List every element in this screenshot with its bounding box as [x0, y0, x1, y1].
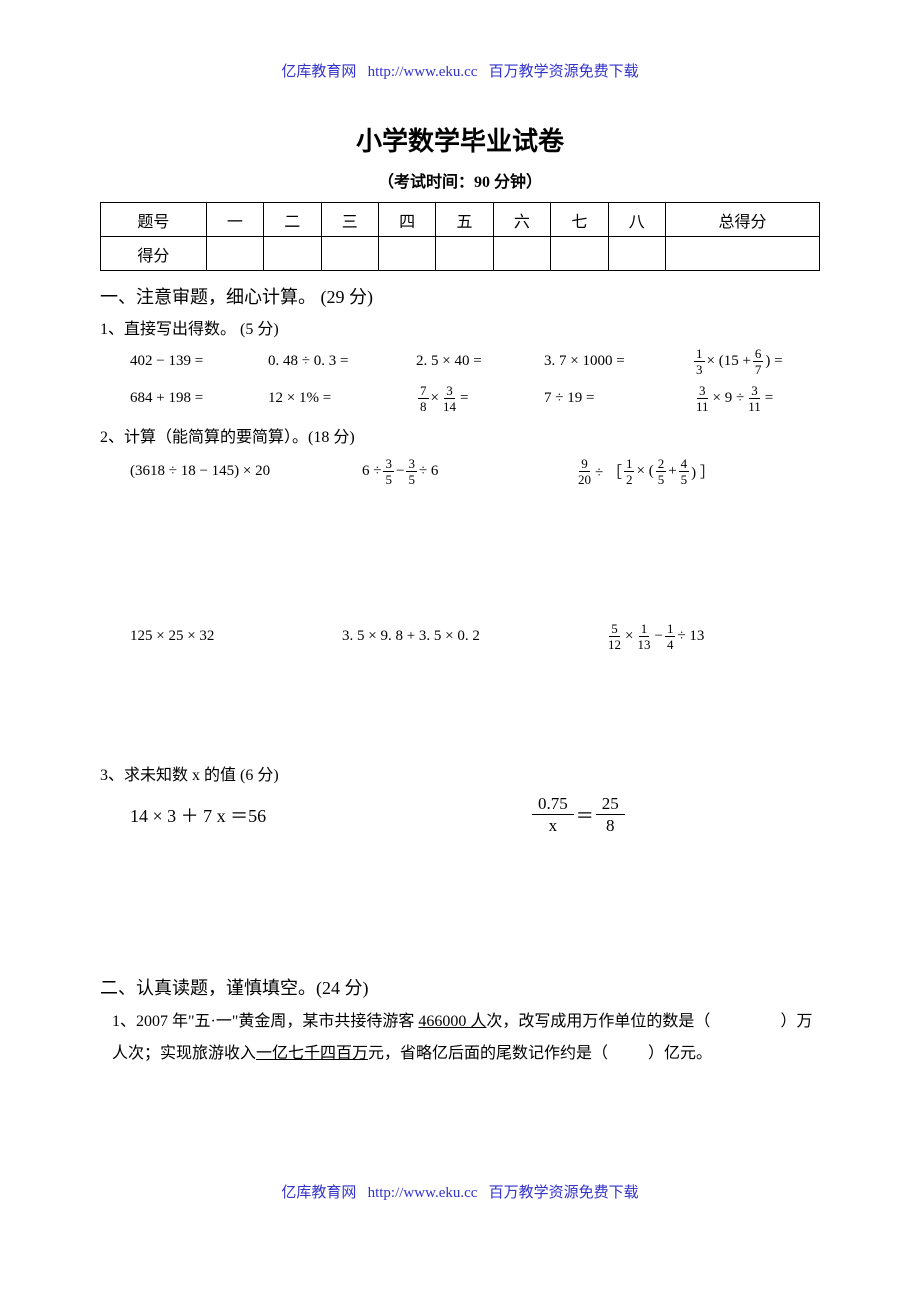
q3-prompt: 3、求未知数 x 的值 (6 分)	[100, 761, 820, 785]
q1-row2: 684 + 198 = 12 × 1% = 78 × 314 = 7 ÷ 19 …	[100, 380, 820, 417]
section2-heading: 二、认真读题，谨慎填空。(24 分)	[100, 974, 820, 1000]
fraction: 67	[753, 347, 764, 376]
fraction: 12	[624, 457, 635, 486]
q1-underline2: 一亿七千四百万	[256, 1045, 368, 1062]
expr: 7 ÷ 19 =	[544, 390, 684, 407]
section2-q1: 1、2007 年"五·一"黄金周，某市共接待游客 466000 人次，改写成用万…	[100, 1006, 820, 1070]
score-th: 五	[436, 203, 493, 237]
score-th: 六	[493, 203, 550, 237]
fraction: 920	[576, 457, 593, 486]
exam-title: 小学数学毕业试卷	[100, 121, 820, 158]
expr: 0.75x ＝ 258	[530, 795, 627, 834]
header-site-name: 亿库教育网	[281, 64, 356, 80]
expr: 14 × 3 ＋ 7 x ＝56	[130, 795, 490, 834]
score-td	[321, 237, 378, 271]
score-td-label: 得分	[101, 237, 207, 271]
q2-prompt: 2、计算（能简算的要简算）。(18 分)	[100, 423, 820, 447]
footer-url: http://www.eku.cc	[368, 1185, 478, 1201]
score-table-header-row: 题号 一 二 三 四 五 六 七 八 总得分	[101, 203, 820, 237]
exam-subtitle: （考试时间：90 分钟）	[100, 168, 820, 192]
score-th: 题号	[101, 203, 207, 237]
score-td	[378, 237, 435, 271]
score-table-value-row: 得分	[101, 237, 820, 271]
expr: 3. 7 × 1000 =	[544, 353, 684, 370]
fraction: 314	[441, 384, 458, 413]
score-td	[493, 237, 550, 271]
fraction: 258	[596, 795, 625, 834]
fraction: 25	[656, 457, 667, 486]
q1-text: 元，省略亿后面的尾数记作约是（	[368, 1045, 608, 1062]
expr: 6 ÷ 35 − 35 ÷ 6	[362, 457, 562, 486]
score-td	[608, 237, 665, 271]
score-td	[436, 237, 493, 271]
fraction: 13	[694, 347, 705, 376]
score-td	[551, 237, 608, 271]
fraction: 311	[694, 384, 711, 413]
fraction: 0.75x	[532, 795, 574, 834]
expr: 13 × (15 + 67 ) =	[692, 347, 783, 376]
score-th: 三	[321, 203, 378, 237]
q1-row1: 402 − 139 = 0. 48 ÷ 0. 3 = 2. 5 × 40 = 3…	[100, 343, 820, 380]
fraction: 512	[606, 622, 623, 651]
q2-row1: (3618 ÷ 18 − 145) × 20 6 ÷ 35 − 35 ÷ 6 9…	[100, 451, 820, 486]
expr: 2. 5 × 40 =	[416, 353, 536, 370]
fraction: 35	[406, 457, 417, 486]
expr: (3618 ÷ 18 − 145) × 20	[130, 457, 350, 486]
expr: 12 × 1% =	[268, 390, 408, 407]
expr: 920 ÷ ［ 12 × ( 25 + 45 ) ］	[574, 457, 715, 486]
header-url: http://www.eku.cc	[368, 64, 478, 80]
fraction: 14	[665, 622, 676, 651]
q1-text: 次，改写成用万作单位的数是（	[486, 1013, 710, 1030]
q1-text: 1、2007 年"五·一"黄金周，某市共接待游客	[112, 1013, 418, 1030]
header-tagline: 百万教学资源免费下载	[489, 64, 639, 80]
expr: 78 × 314 =	[416, 384, 536, 413]
footer-tagline: 百万教学资源免费下载	[489, 1185, 639, 1201]
footer-link-line: 亿库教育网 http://www.eku.cc 百万教学资源免费下载	[0, 1181, 920, 1202]
expr: 402 − 139 =	[130, 353, 260, 370]
score-th: 四	[378, 203, 435, 237]
score-table: 题号 一 二 三 四 五 六 七 八 总得分 得分	[100, 202, 820, 271]
expr: 684 + 198 =	[130, 390, 260, 407]
expr: 125 × 25 × 32	[130, 622, 330, 651]
q1-prompt: 1、直接写出得数。 (5 分)	[100, 315, 820, 339]
fraction: 78	[418, 384, 429, 413]
section1-heading: 一、注意审题，细心计算。 (29 分)	[100, 283, 820, 309]
page: 亿库教育网 http://www.eku.cc 百万教学资源免费下载 小学数学毕…	[0, 0, 920, 1302]
q1-text: ）亿元。	[648, 1045, 712, 1062]
score-td	[665, 237, 819, 271]
score-td	[206, 237, 263, 271]
score-th: 二	[264, 203, 321, 237]
fraction: 113	[635, 622, 652, 651]
footer-site-name: 亿库教育网	[281, 1185, 356, 1201]
fraction: 45	[679, 457, 690, 486]
score-th: 八	[608, 203, 665, 237]
score-td	[264, 237, 321, 271]
score-th: 总得分	[665, 203, 819, 237]
expr: 512 × 113 − 14 ÷ 13	[604, 622, 704, 651]
score-th: 一	[206, 203, 263, 237]
q3-row: 14 × 3 ＋ 7 x ＝56 0.75x ＝ 258	[100, 789, 820, 834]
expr: 0. 48 ÷ 0. 3 =	[268, 353, 408, 370]
score-th: 七	[551, 203, 608, 237]
expr: 311 × 9 ÷ 311 =	[692, 384, 773, 413]
fraction: 311	[746, 384, 763, 413]
q1-underline1: 466000 人	[418, 1013, 486, 1030]
expr: 3. 5 × 9. 8 + 3. 5 × 0. 2	[342, 622, 592, 651]
header-link-line: 亿库教育网 http://www.eku.cc 百万教学资源免费下载	[100, 60, 820, 81]
fraction: 35	[383, 457, 394, 486]
q2-row2: 125 × 25 × 32 3. 5 × 9. 8 + 3. 5 × 0. 2 …	[100, 616, 820, 651]
